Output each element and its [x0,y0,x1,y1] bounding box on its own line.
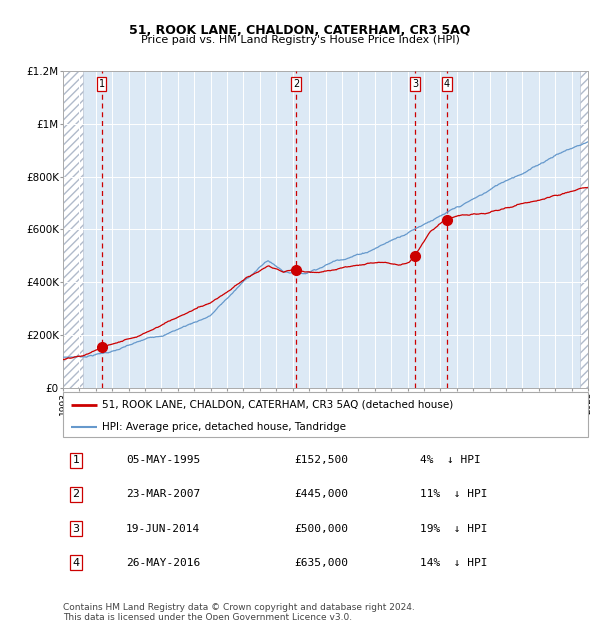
Text: 19-JUN-2014: 19-JUN-2014 [126,523,200,534]
Text: £500,000: £500,000 [294,523,348,534]
Text: 4: 4 [444,79,450,89]
Text: £152,500: £152,500 [294,455,348,466]
Bar [580,71,588,388]
Text: 19%  ↓ HPI: 19% ↓ HPI [420,523,487,534]
Text: HPI: Average price, detached house, Tandridge: HPI: Average price, detached house, Tand… [103,422,346,432]
Text: 2: 2 [293,79,299,89]
Text: 4: 4 [73,557,80,568]
Text: 1: 1 [98,79,104,89]
Bar [63,71,83,388]
Text: 23-MAR-2007: 23-MAR-2007 [126,489,200,500]
Text: 14%  ↓ HPI: 14% ↓ HPI [420,557,487,568]
Text: 51, ROOK LANE, CHALDON, CATERHAM, CR3 5AQ (detached house): 51, ROOK LANE, CHALDON, CATERHAM, CR3 5A… [103,400,454,410]
Text: 2: 2 [73,489,80,500]
Text: 11%  ↓ HPI: 11% ↓ HPI [420,489,487,500]
Text: Contains HM Land Registry data © Crown copyright and database right 2024.
This d: Contains HM Land Registry data © Crown c… [63,603,415,620]
Text: 51, ROOK LANE, CHALDON, CATERHAM, CR3 5AQ: 51, ROOK LANE, CHALDON, CATERHAM, CR3 5A… [130,24,470,37]
Text: 4%  ↓ HPI: 4% ↓ HPI [420,455,481,466]
Text: £635,000: £635,000 [294,557,348,568]
Text: Price paid vs. HM Land Registry's House Price Index (HPI): Price paid vs. HM Land Registry's House … [140,35,460,45]
Text: 1: 1 [73,455,80,466]
Text: 3: 3 [412,79,418,89]
Text: 3: 3 [73,523,80,534]
Text: £445,000: £445,000 [294,489,348,500]
Text: 05-MAY-1995: 05-MAY-1995 [126,455,200,466]
FancyBboxPatch shape [63,392,588,437]
Text: 26-MAY-2016: 26-MAY-2016 [126,557,200,568]
